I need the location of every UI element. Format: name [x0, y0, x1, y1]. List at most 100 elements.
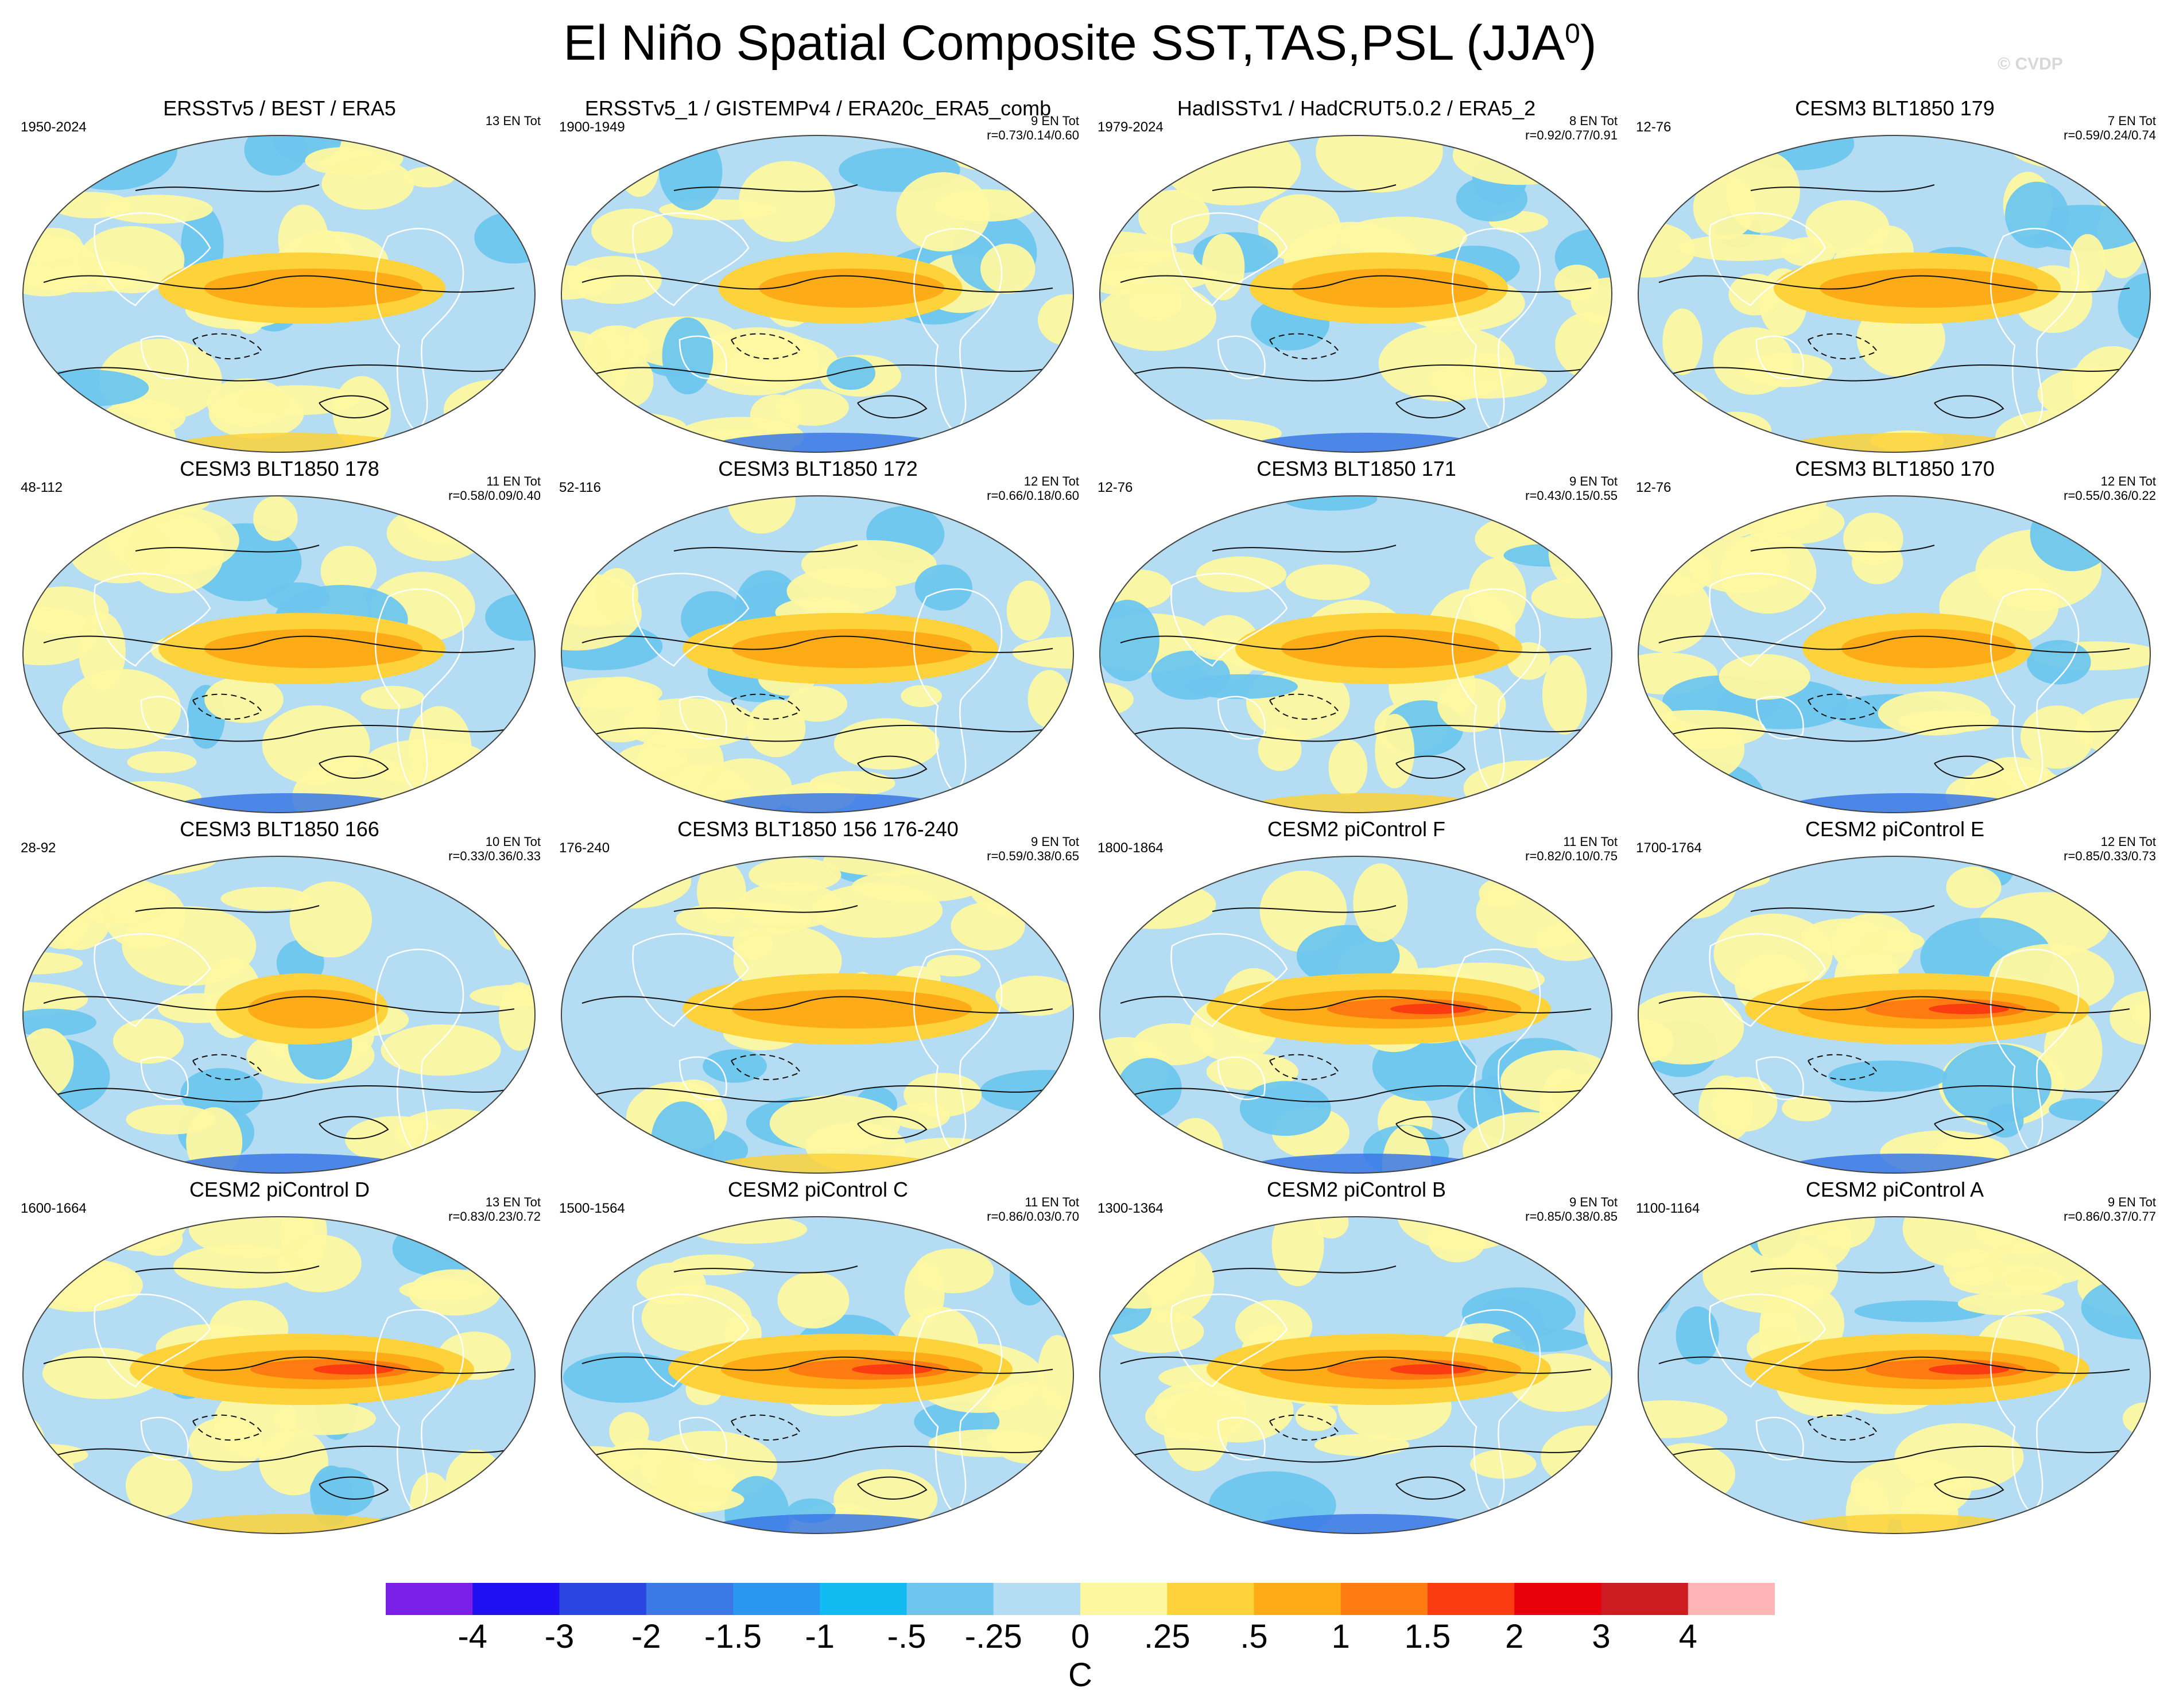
map-panel: CESM3 BLT1850 171 12-76 9 EN Tot r=0.43/0.1…	[1087, 457, 1626, 817]
panel-title: CESM2 piControl D	[189, 1178, 370, 1201]
colorbar-tick-label: 0	[1071, 1618, 1090, 1655]
panel-title: CESM2 piControl B	[1266, 1178, 1447, 1201]
panel-title: HadISSTv1 / HadCRUT5.0.2 / ERA5_2	[1177, 96, 1536, 120]
event-count: 11 EN Tot	[486, 474, 541, 488]
composite-map	[1638, 1216, 2151, 1534]
composite-map	[22, 135, 536, 453]
colorbar-tick-label: -3	[544, 1618, 575, 1655]
pattern-correlation: r=0.86/0.03/0.70	[987, 1209, 1079, 1224]
map-panel: CESM3 BLT1850 178 48-112 11 EN Tot r=0.58/0…	[10, 457, 549, 817]
colorbar-swatch	[1167, 1583, 1254, 1615]
panel-stats: 11 EN Tot r=0.86/0.03/0.70	[987, 1195, 1079, 1224]
panel-years: 48-112	[21, 480, 63, 495]
colorbar-swatch	[1688, 1583, 1775, 1615]
pattern-correlation: r=0.43/0.15/0.55	[1525, 488, 1618, 503]
sst-anomaly-field	[561, 1217, 1073, 1534]
panel-years: 1979-2024	[1098, 119, 1164, 135]
panel-title: CESM2 piControl C	[727, 1178, 909, 1201]
pattern-correlation: r=0.82/0.10/0.75	[1525, 849, 1618, 864]
panel-title: CESM3 BLT1850 166	[180, 817, 379, 841]
map-panel: CESM3 BLT1850 172 52-116 12 EN Tot r=0.66/0…	[549, 457, 1087, 817]
panel-stats: 13 EN Tot r=0.83/0.23/0.72	[448, 1195, 541, 1224]
colorbar-swatch	[1601, 1583, 1689, 1615]
panel-years: 12-76	[1636, 480, 1672, 495]
panel-title: CESM3 BLT1850 172	[718, 457, 918, 480]
colorbar-unit: C	[1068, 1656, 1092, 1694]
pattern-correlation: r=0.85/0.33/0.73	[2064, 849, 2156, 864]
event-count: 9 EN Tot	[1031, 114, 1079, 128]
colorbar-swatch	[1428, 1583, 1515, 1615]
colorbar-swatch	[993, 1583, 1081, 1615]
panel-stats: 10 EN Tot r=0.33/0.36/0.33	[448, 834, 541, 864]
panel-stats: 12 EN Tot r=0.66/0.18/0.60	[987, 474, 1079, 503]
panel-title: ERSSTv5_1 / GISTEMPv4 / ERA20c_ERA5_comb	[584, 96, 1052, 120]
map-panel: CESM2 piControl B 1300-1364 9 EN Tot r=0.85…	[1087, 1178, 1626, 1538]
colorbar-swatch	[646, 1583, 734, 1615]
event-count: 13 EN Tot	[485, 114, 541, 128]
pattern-correlation: r=0.55/0.36/0.22	[2064, 488, 2156, 503]
colorbar-swatch	[386, 1583, 473, 1615]
event-count: 9 EN Tot	[1031, 834, 1079, 849]
colorbar-tick-label: 1.5	[1404, 1618, 1451, 1655]
map-panel: CESM3 BLT1850 170 12-76 12 EN Tot r=0.55/0.…	[1626, 457, 2160, 817]
composite-map	[1099, 135, 1612, 453]
colorbar-tick-label: 1	[1331, 1618, 1350, 1655]
colorbar-swatch	[906, 1583, 994, 1615]
composite-map	[561, 1216, 1074, 1534]
event-count: 11 EN Tot	[1025, 1195, 1079, 1209]
panel-years: 1600-1664	[21, 1201, 87, 1216]
event-count: 9 EN Tot	[1569, 1195, 1618, 1209]
pattern-correlation: r=0.59/0.24/0.74	[2064, 128, 2156, 143]
composite-map	[561, 495, 1074, 813]
event-count: 9 EN Tot	[1569, 474, 1618, 488]
colorbar-swatch	[559, 1583, 647, 1615]
colorbar-tick-label: 3	[1592, 1618, 1611, 1655]
composite-map	[22, 856, 536, 1174]
map-panel: CESM2 piControl E 1700-1764 12 EN Tot r=0.8…	[1626, 817, 2160, 1178]
colorbar-swatch	[472, 1583, 560, 1615]
panel-title: CESM2 piControl E	[1805, 817, 1985, 841]
pattern-correlation: r=0.59/0.38/0.65	[987, 849, 1079, 864]
event-count: 11 EN Tot	[1563, 834, 1618, 849]
pattern-correlation: r=0.85/0.38/0.85	[1525, 1209, 1618, 1224]
map-panel: CESM3 BLT1850 166 28-92 10 EN Tot r=0.33/0.…	[10, 817, 549, 1178]
map-panel: HadISSTv1 / HadCRUT5.0.2 / ERA5_2 1979-20…	[1087, 96, 1626, 457]
composite-map	[1099, 856, 1612, 1174]
colorbar-tick-label: -4	[457, 1618, 488, 1655]
colorbar-swatch	[1080, 1583, 1168, 1615]
panel-years: 1950-2024	[21, 119, 87, 135]
map-panel: CESM2 piControl A 1100-1164 9 EN Tot r=0.86…	[1626, 1178, 2160, 1538]
colorbar-swatch	[1340, 1583, 1428, 1615]
panel-years: 176-240	[559, 840, 610, 856]
composite-map	[1099, 495, 1612, 813]
colorbar-tick-label: -.5	[887, 1618, 926, 1655]
event-count: 9 EN Tot	[2108, 1195, 2156, 1209]
colorbar-swatch	[733, 1583, 820, 1615]
page-title: El Niño Spatial Composite SST,TAS,PSL (J…	[563, 15, 1597, 71]
colorbar-tick-label: .5	[1240, 1618, 1268, 1655]
panel-stats: 9 EN Tot r=0.73/0.14/0.60	[987, 114, 1079, 143]
panel-years: 28-92	[21, 840, 56, 856]
panel-title: CESM3 BLT1850 178	[180, 457, 379, 480]
pattern-correlation: r=0.66/0.18/0.60	[987, 488, 1079, 503]
panel-stats: 9 EN Tot r=0.86/0.37/0.77	[2064, 1195, 2156, 1224]
panel-stats: 9 EN Tot r=0.43/0.15/0.55	[1525, 474, 1618, 503]
pattern-correlation: r=0.92/0.77/0.91	[1525, 128, 1618, 143]
panel-title: CESM2 piControl A	[1805, 1178, 1984, 1201]
colorbar-tick-label: -1.5	[704, 1618, 762, 1655]
pattern-correlation: r=0.86/0.37/0.77	[2064, 1209, 2156, 1224]
panel-years: 1800-1864	[1098, 840, 1164, 856]
pattern-correlation: r=0.83/0.23/0.72	[448, 1209, 541, 1224]
panel-years: 1300-1364	[1098, 1201, 1164, 1216]
panel-stats: 9 EN Tot r=0.85/0.38/0.85	[1525, 1195, 1618, 1224]
map-panel: CESM3 BLT1850 156 176-240 176-240 9 EN Tot…	[549, 817, 1087, 1178]
event-count: 8 EN Tot	[1569, 114, 1618, 128]
panel-years: 1900-1949	[559, 119, 625, 135]
map-panel: CESM2 piControl D 1600-1664 13 EN Tot r=0.8…	[10, 1178, 549, 1538]
panel-years: 1500-1564	[559, 1201, 625, 1216]
panel-years: 12-76	[1636, 119, 1672, 135]
composite-map	[561, 856, 1074, 1174]
panel-stats: 13 EN Tot	[486, 114, 541, 128]
composite-map	[1638, 495, 2151, 813]
panel-title: CESM3 BLT1850 179	[1795, 96, 1995, 120]
